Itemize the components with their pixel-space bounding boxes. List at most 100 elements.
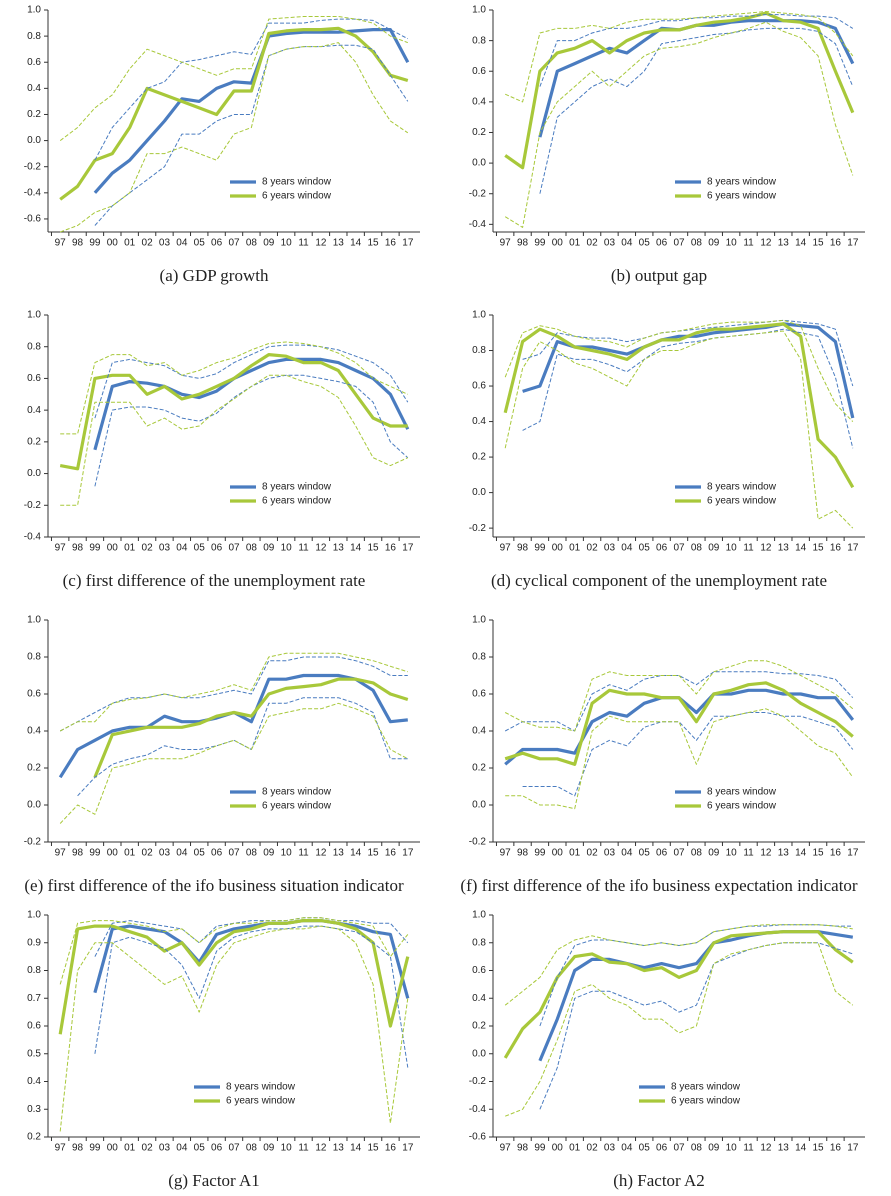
x-tick-label: 97 — [500, 238, 512, 249]
y-tick-label: 0.4 — [472, 416, 486, 427]
x-tick-label: 00 — [552, 238, 564, 249]
band-line — [77, 697, 408, 797]
x-tick-label: 02 — [142, 238, 154, 249]
y-tick-label: 0.4 — [27, 405, 41, 416]
y-tick-label: 1.0 — [27, 910, 41, 921]
x-tick-label: 04 — [621, 543, 633, 554]
y-tick-label: 0.4 — [27, 1076, 41, 1087]
caption: (b) output gap — [611, 266, 707, 285]
x-tick-label: 17 — [847, 543, 859, 554]
x-tick-label: 08 — [246, 1143, 258, 1154]
x-tick-label: 17 — [847, 848, 859, 859]
y-tick-label: 0.8 — [472, 35, 486, 46]
y-tick-label: 0.9 — [27, 937, 41, 948]
x-tick-label: 97 — [500, 1143, 512, 1154]
x-tick-label: 17 — [402, 1143, 414, 1154]
legend-label: 6 years window — [262, 496, 332, 507]
x-tick-label: 10 — [726, 543, 738, 554]
y-tick-label: -0.2 — [469, 837, 487, 848]
x-tick-label: 17 — [402, 543, 414, 554]
x-tick-label: 99 — [89, 543, 101, 554]
y-tick-label: -0.4 — [469, 219, 487, 230]
x-tick-label: 03 — [604, 238, 616, 249]
x-tick-label: 11 — [298, 543, 309, 554]
x-tick-label: 03 — [604, 848, 616, 859]
x-tick-label: 13 — [778, 238, 790, 249]
x-tick-label: 12 — [760, 1143, 772, 1154]
x-tick-label: 07 — [673, 238, 685, 249]
caption: (a) GDP growth — [160, 266, 269, 285]
x-tick-label: 08 — [691, 238, 703, 249]
y-tick-label: 0.0 — [472, 1048, 486, 1059]
x-tick-label: 11 — [298, 848, 309, 859]
series-line — [93, 28, 410, 194]
y-tick-label: 0.4 — [472, 726, 486, 737]
x-tick-label: 13 — [778, 848, 790, 859]
y-tick-label: 0.8 — [472, 345, 486, 356]
band-line — [504, 671, 854, 732]
x-tick-label: 16 — [830, 543, 842, 554]
band-line — [94, 18, 409, 161]
x-tick-label: 16 — [830, 848, 842, 859]
x-tick-label: 05 — [639, 238, 651, 249]
x-tick-label: 05 — [639, 543, 651, 554]
x-tick-label: 08 — [246, 238, 258, 249]
y-tick-label: 0.0 — [472, 158, 486, 169]
band-line — [59, 16, 408, 141]
x-tick-label: 99 — [89, 1143, 101, 1154]
y-tick-label: 0.7 — [27, 993, 41, 1004]
x-tick-label: 01 — [124, 238, 136, 249]
x-tick-label: 01 — [569, 1143, 581, 1154]
x-tick-label: 17 — [402, 238, 414, 249]
band-line — [60, 42, 409, 233]
x-tick-label: 99 — [89, 848, 101, 859]
band-line — [504, 21, 854, 228]
caption: (d) cyclical component of the unemployme… — [491, 571, 827, 590]
x-tick-label: 01 — [569, 238, 581, 249]
x-tick-label: 98 — [72, 238, 84, 249]
y-tick-label: -0.6 — [24, 214, 42, 225]
band-line — [504, 319, 854, 422]
x-tick-label: 10 — [281, 848, 293, 859]
x-tick-label: 11 — [298, 1143, 309, 1154]
y-tick-label: -0.4 — [24, 532, 42, 543]
y-tick-label: 1.0 — [472, 615, 486, 626]
x-tick-label: 98 — [517, 1143, 529, 1154]
x-tick-label: 97 — [55, 1143, 67, 1154]
x-tick-label: 06 — [211, 1143, 223, 1154]
x-tick-label: 03 — [159, 238, 171, 249]
chart-panel: -0.2 0.0 0.2 0.4 0.6 0.8 1.0 97 98 99 00 01 02 03 04 05… — [24, 615, 420, 895]
x-tick-label: 02 — [142, 1143, 154, 1154]
x-tick-label: 15 — [368, 848, 380, 859]
y-tick-label: 0.4 — [472, 97, 486, 108]
x-tick-label: 16 — [385, 543, 397, 554]
x-tick-label: 99 — [534, 238, 546, 249]
y-tick-label: -0.4 — [24, 187, 42, 198]
x-tick-label: 15 — [368, 238, 380, 249]
x-tick-label: 12 — [315, 543, 327, 554]
x-tick-label: 14 — [350, 238, 362, 249]
x-tick-label: 07 — [673, 1143, 685, 1154]
band-line — [94, 344, 409, 419]
x-tick-label: 15 — [813, 1143, 825, 1154]
x-tick-label: 08 — [246, 543, 258, 554]
x-tick-label: 17 — [847, 1143, 859, 1154]
x-tick-label: 09 — [708, 1143, 720, 1154]
x-tick-label: 03 — [604, 1143, 616, 1154]
x-tick-label: 12 — [315, 848, 327, 859]
y-tick-label: 0.2 — [472, 763, 486, 774]
y-tick-label: 0.2 — [472, 1021, 486, 1032]
x-tick-label: 05 — [194, 848, 206, 859]
band-line — [94, 374, 409, 487]
x-tick-label: 00 — [107, 1143, 119, 1154]
band-line — [60, 374, 409, 506]
band-line — [59, 925, 409, 1132]
legend-label: 6 years window — [707, 191, 777, 202]
legend-label: 8 years window — [707, 787, 777, 798]
x-tick-label: 16 — [385, 848, 397, 859]
x-tick-label: 14 — [350, 848, 362, 859]
x-tick-label: 07 — [673, 543, 685, 554]
y-tick-label: 0.3 — [27, 1104, 41, 1115]
y-tick-label: 0.0 — [27, 135, 41, 146]
legend-label: 8 years window — [262, 787, 332, 798]
